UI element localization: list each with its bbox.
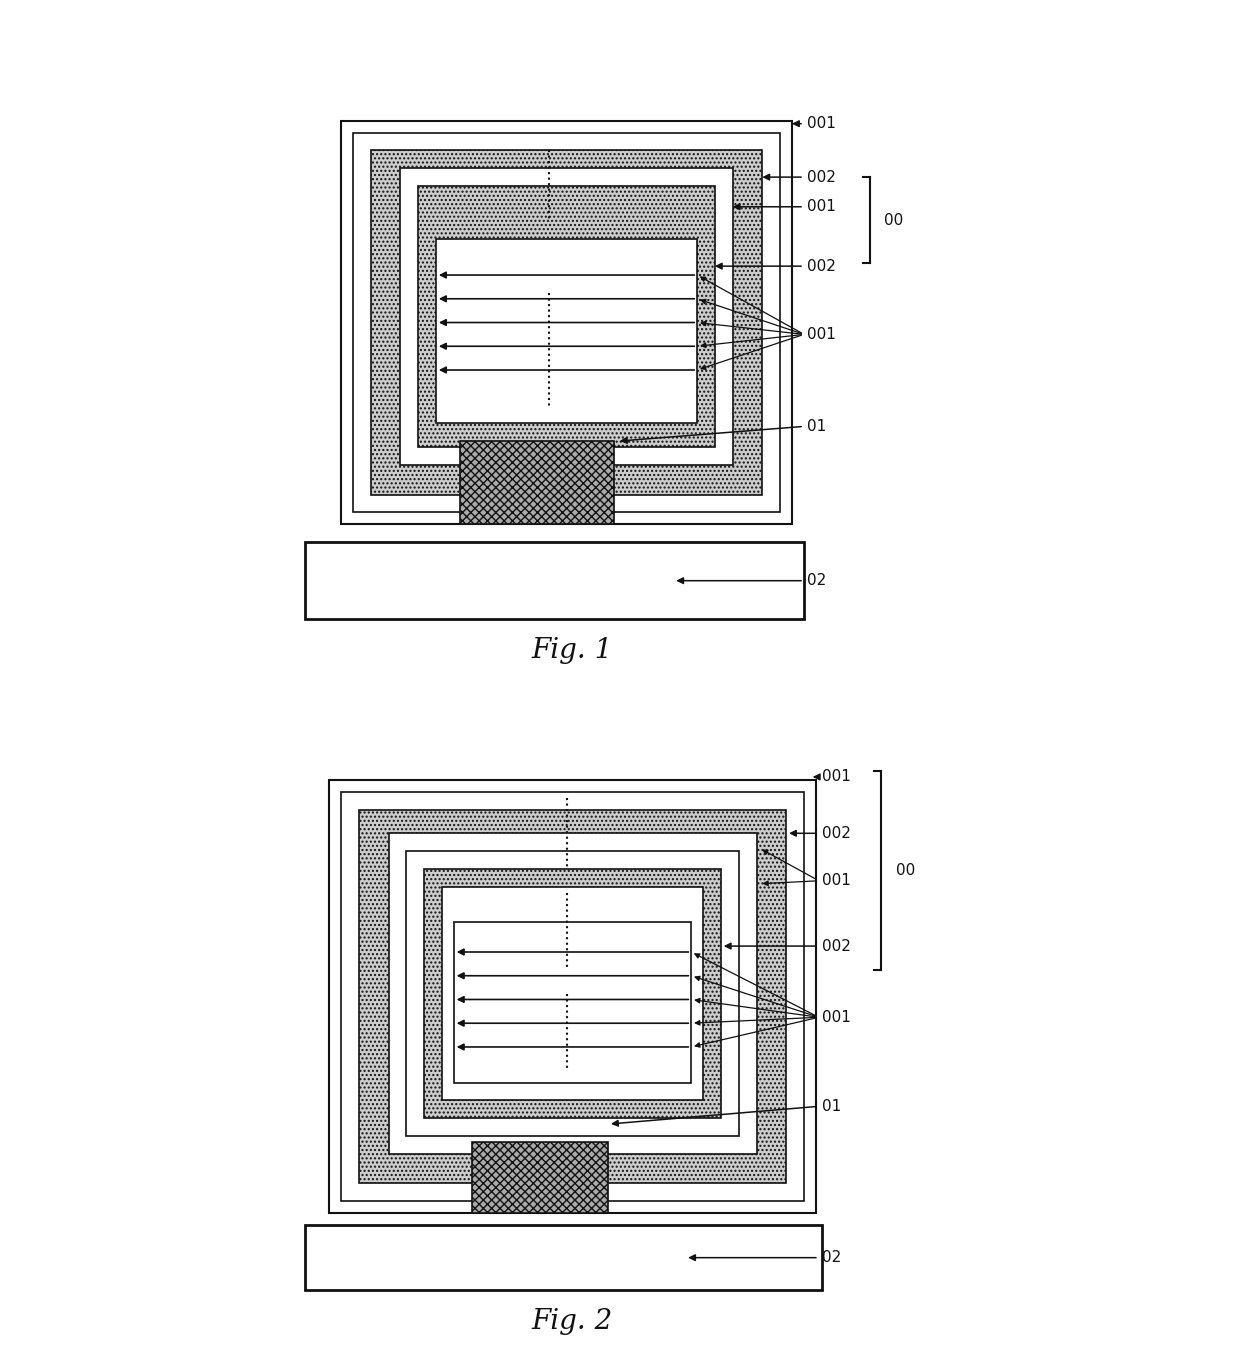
Bar (424, 869, 720, 1118)
Text: 001: 001 (822, 873, 851, 888)
Bar (353, 132, 780, 513)
Bar (407, 851, 739, 1136)
Text: Fig. 2: Fig. 2 (532, 1309, 613, 1336)
Text: 001: 001 (807, 116, 836, 131)
Text: 02: 02 (822, 1251, 841, 1265)
Bar (436, 239, 697, 424)
Bar (460, 441, 614, 525)
Bar (371, 150, 763, 495)
Bar (341, 792, 804, 1201)
Bar (401, 169, 733, 465)
Bar (358, 809, 786, 1183)
Text: Fig. 1: Fig. 1 (532, 637, 613, 664)
Text: 002: 002 (822, 826, 851, 840)
Bar (388, 834, 756, 1153)
Text: 001: 001 (807, 200, 836, 214)
Text: 02: 02 (807, 573, 826, 588)
Bar (441, 886, 703, 1101)
Bar (471, 1141, 608, 1213)
Text: 01: 01 (807, 420, 826, 434)
Bar (305, 1225, 822, 1290)
Text: 002: 002 (822, 939, 851, 954)
Text: 002: 002 (807, 259, 836, 274)
Text: 00: 00 (884, 213, 904, 228)
Bar (305, 542, 804, 619)
Text: 001: 001 (822, 1010, 851, 1025)
Bar (341, 120, 792, 525)
Text: 001: 001 (807, 326, 836, 341)
Bar (418, 186, 715, 447)
Bar (454, 923, 691, 1083)
Bar (329, 780, 816, 1213)
Text: 001: 001 (822, 769, 851, 784)
Text: 002: 002 (807, 170, 836, 185)
Text: 01: 01 (822, 1099, 841, 1114)
Text: 00: 00 (897, 863, 915, 878)
